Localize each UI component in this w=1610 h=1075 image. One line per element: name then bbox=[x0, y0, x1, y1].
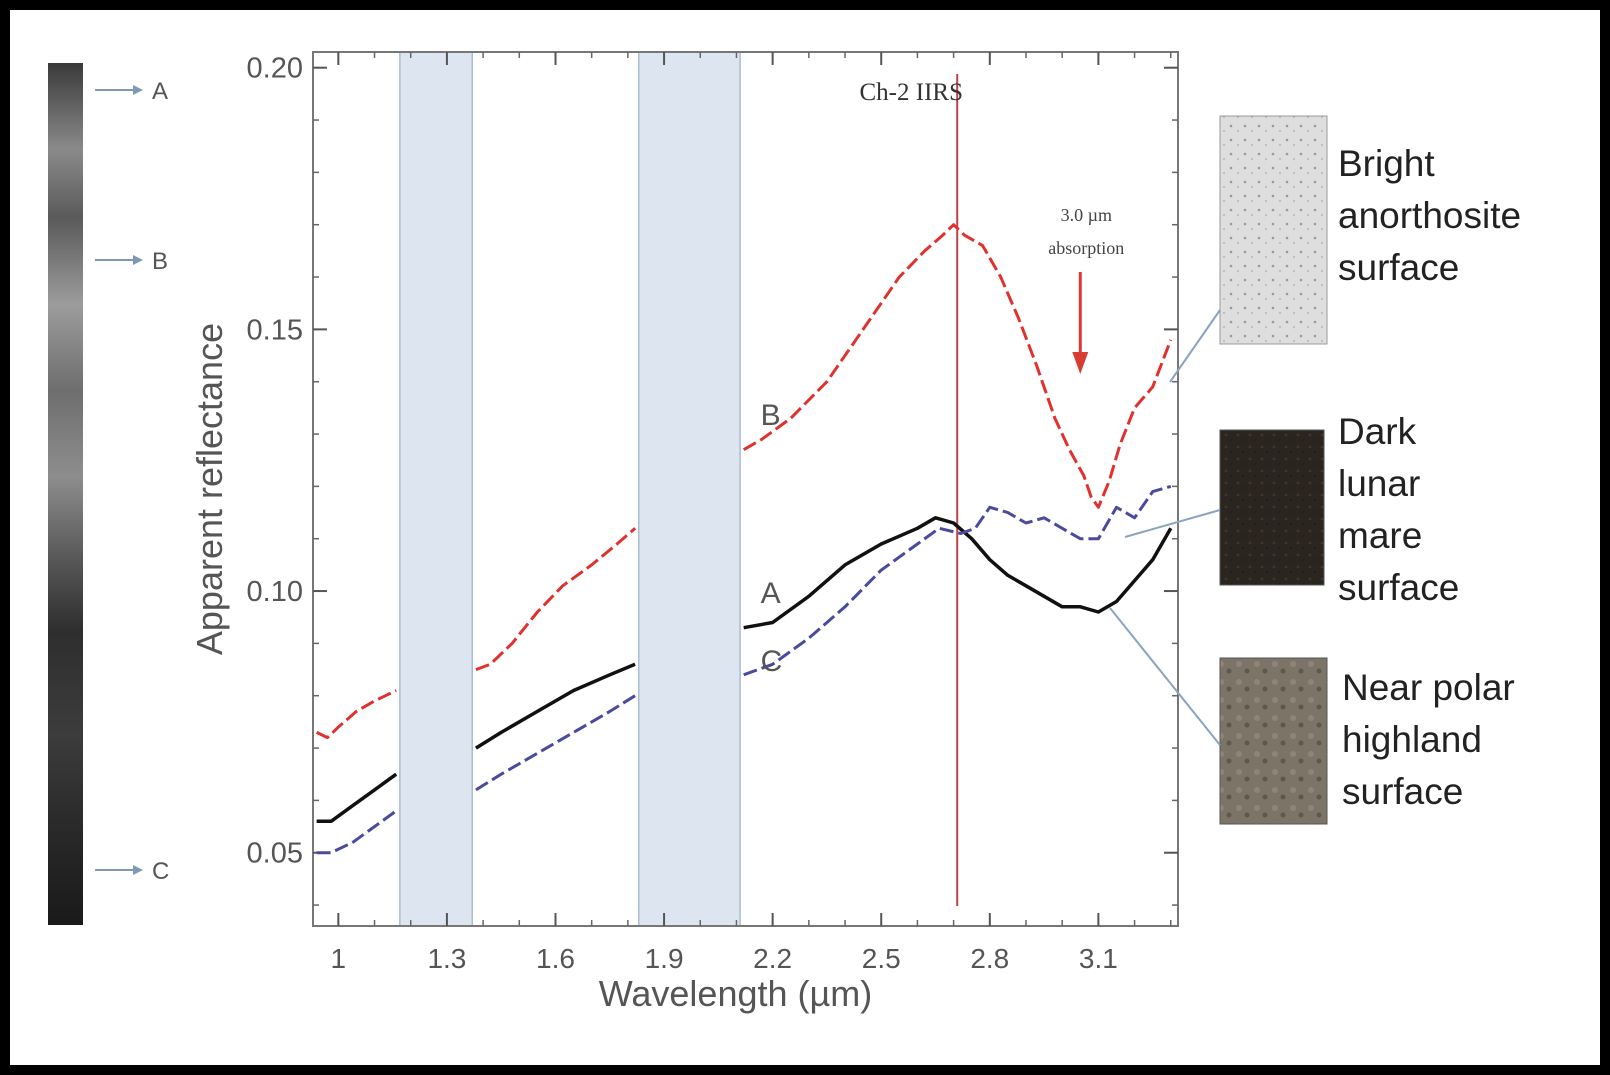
series-lines bbox=[315, 223, 1173, 855]
axis-ticks bbox=[313, 52, 1178, 926]
x-tick-label: 2.5 bbox=[862, 943, 901, 974]
connector-lines bbox=[1109, 309, 1221, 746]
strip-image bbox=[48, 63, 83, 925]
series-a-segment-2 bbox=[474, 662, 636, 750]
label-line: Bright bbox=[1338, 143, 1435, 184]
strip-marker-arrowhead bbox=[133, 85, 143, 95]
series-label-c: C bbox=[761, 645, 783, 678]
x-tick-label: 1.9 bbox=[645, 943, 684, 974]
label-line: anorthosite bbox=[1338, 195, 1522, 236]
label-line: lunar bbox=[1338, 463, 1421, 504]
connector-dark bbox=[1124, 509, 1221, 538]
series-b-segment-1 bbox=[315, 689, 397, 740]
label-line: surface bbox=[1338, 567, 1460, 608]
y-tick-label: 0.20 bbox=[247, 53, 303, 85]
label-line: surface bbox=[1338, 247, 1460, 288]
annotation-line-1: 3.0 µm bbox=[1061, 205, 1112, 225]
legend-thumbnails bbox=[1219, 115, 1328, 825]
strip-marker-arrowhead bbox=[133, 865, 143, 875]
figure-canvas: A B C 1 1.3 1.6 1.9 2.2 2.5 2.8 3.1 0.05 0.10 0.15 0.… bbox=[10, 10, 1600, 1065]
x-tick-label: 1.3 bbox=[427, 943, 466, 974]
reflectance-figure: A B C 1 1.3 1.6 1.9 2.2 2.5 2.8 3.1 0.05 0.10 0.15 0.… bbox=[48, 51, 1328, 1014]
dark-mare-thumbnail bbox=[1219, 429, 1325, 586]
shaded-bands bbox=[399, 51, 741, 927]
label-line: highland bbox=[1342, 719, 1482, 760]
x-tick-label: 1 bbox=[331, 943, 347, 974]
label-line: Dark bbox=[1338, 411, 1417, 452]
connector-highland bbox=[1109, 607, 1221, 746]
shaded-band-2 bbox=[637, 51, 741, 927]
x-tick-label: 1.6 bbox=[536, 943, 575, 974]
series-label-a: A bbox=[761, 577, 781, 610]
y-tick-label: 0.15 bbox=[247, 314, 303, 346]
x-axis-label: Wavelength (µm) bbox=[599, 973, 872, 1014]
plot-frame bbox=[312, 51, 1179, 927]
strip-marker-label: A bbox=[152, 78, 168, 105]
label-bright-anorthosite: Bright anorthosite surface bbox=[1338, 138, 1521, 294]
y-axis-label: Apparent reflectance bbox=[189, 323, 230, 655]
series-labels: B A C bbox=[761, 399, 783, 678]
annotation-line-2: absorption bbox=[1048, 238, 1124, 258]
y-tick-label: 0.10 bbox=[247, 576, 303, 608]
label-dark-mare: Dark lunar mare surface bbox=[1338, 406, 1459, 614]
series-a-segment-3 bbox=[743, 516, 1173, 630]
polar-highland-thumbnail bbox=[1219, 657, 1328, 825]
shaded-band-1 bbox=[399, 51, 473, 927]
x-tick-label: 3.1 bbox=[1079, 943, 1118, 974]
series-b-segment-2 bbox=[475, 527, 637, 672]
series-c-segment-3 bbox=[743, 484, 1172, 677]
axis-tick-labels: 1 1.3 1.6 1.9 2.2 2.5 2.8 3.1 0.05 0.10 0.15 0.20 bbox=[247, 53, 1118, 974]
chart-title: Ch-2 IIRS bbox=[860, 79, 963, 106]
series-c-segment-1 bbox=[316, 809, 398, 855]
label-line: mare bbox=[1338, 515, 1423, 556]
series-b-segment-3 bbox=[742, 223, 1173, 509]
y-tick-label: 0.05 bbox=[247, 838, 303, 870]
strip-marker-label: B bbox=[152, 248, 168, 275]
series-a-segment-1 bbox=[316, 772, 398, 824]
x-tick-label: 2.2 bbox=[753, 943, 792, 974]
absorption-annotation: 3.0 µm absorption bbox=[1048, 205, 1124, 374]
strip-marker-arrowhead bbox=[133, 255, 143, 265]
annotation-arrowhead bbox=[1072, 352, 1089, 374]
x-tick-label: 2.8 bbox=[970, 943, 1009, 974]
series-c-segment-2 bbox=[475, 694, 636, 792]
strip-markers: A B C bbox=[95, 78, 169, 885]
image-strip bbox=[48, 63, 83, 925]
series-label-b: B bbox=[761, 399, 781, 432]
label-line: Near polar bbox=[1342, 667, 1515, 708]
connector-bright bbox=[1169, 309, 1221, 383]
bright-anorthosite-thumbnail bbox=[1219, 115, 1328, 345]
label-line: surface bbox=[1342, 771, 1464, 812]
label-polar-highland: Near polar highland surface bbox=[1342, 662, 1515, 818]
strip-marker-label: C bbox=[152, 858, 169, 885]
